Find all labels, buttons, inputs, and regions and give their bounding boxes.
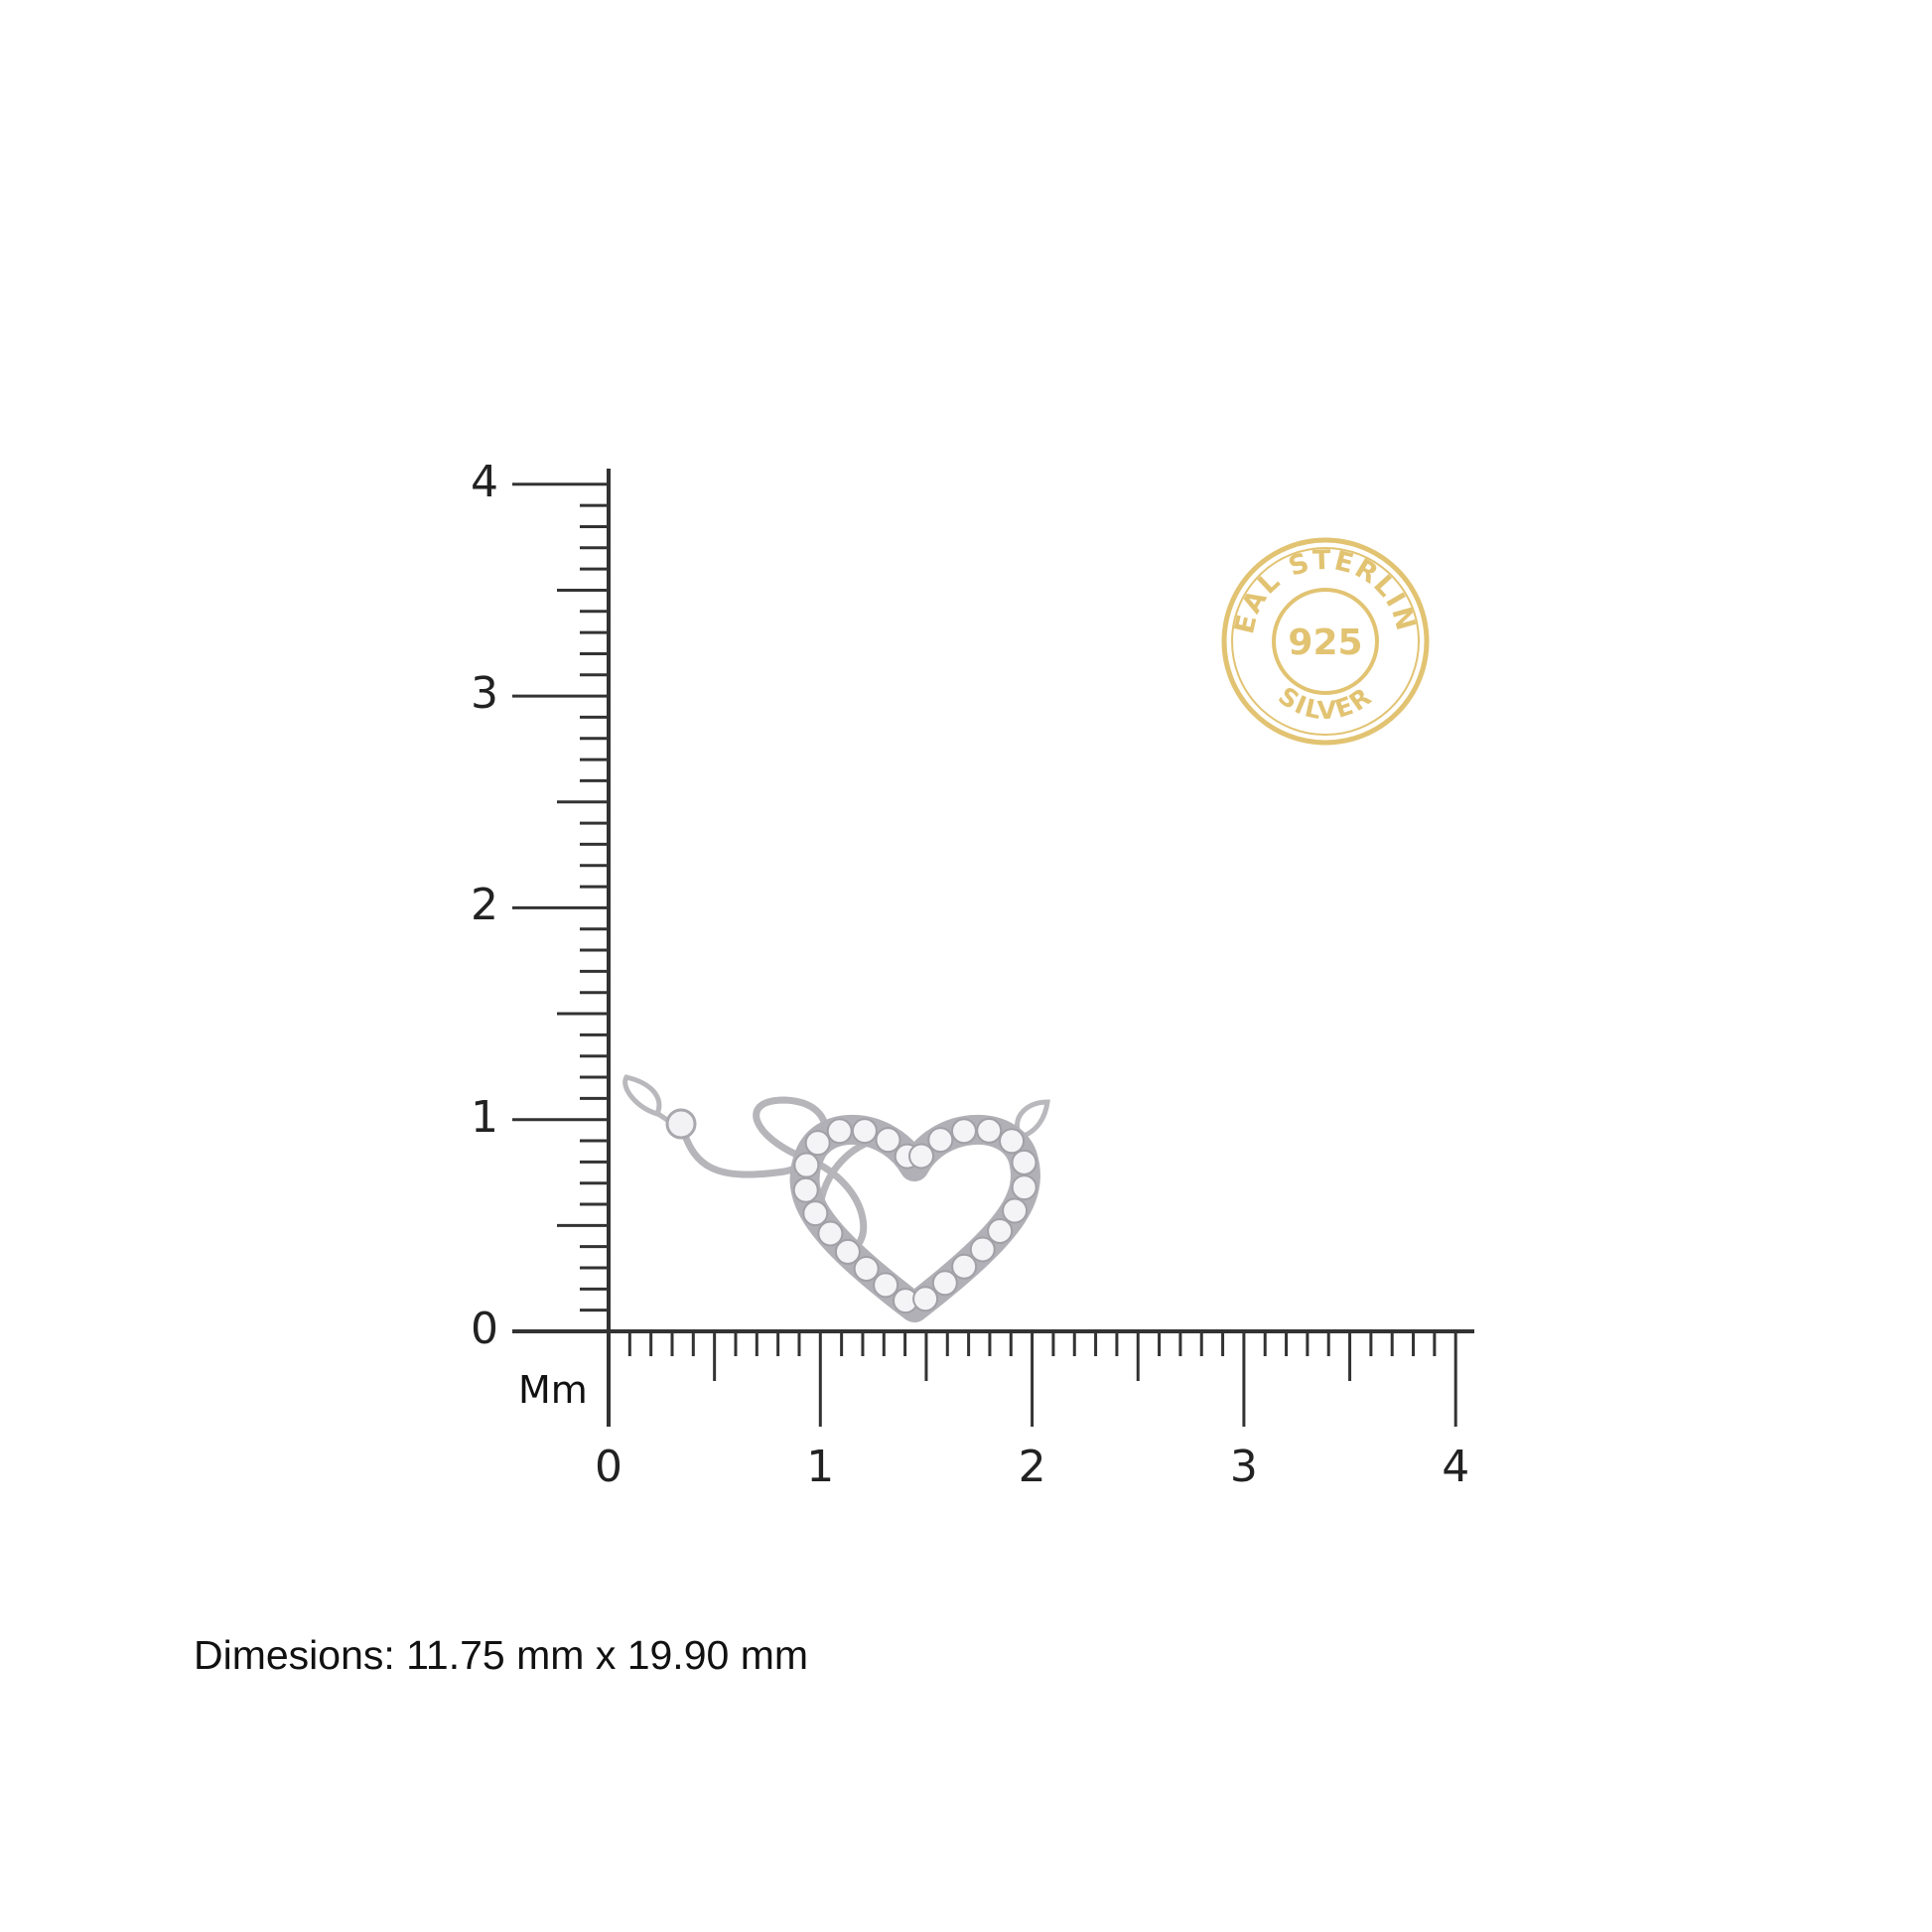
sterling-silver-badge: REAL STERLING 925 SILVER xyxy=(0,0,1430,746)
stone xyxy=(912,1286,939,1312)
x-tick-label: 1 xyxy=(806,1442,835,1492)
x-tick-label: 0 xyxy=(595,1442,622,1492)
badge-bottom-text: SILVER xyxy=(1273,681,1378,725)
stone xyxy=(999,1128,1026,1155)
stone xyxy=(851,1118,878,1145)
stone xyxy=(969,1236,996,1263)
solitaire-stone xyxy=(665,1108,697,1140)
stone xyxy=(950,1118,977,1145)
stone xyxy=(951,1253,978,1280)
stone xyxy=(1011,1174,1037,1201)
pendant-image xyxy=(622,1074,1050,1322)
stone xyxy=(927,1127,954,1154)
y-tick-label: 3 xyxy=(471,668,498,720)
stone xyxy=(1002,1197,1029,1224)
stone xyxy=(817,1220,844,1247)
stone xyxy=(1011,1149,1037,1175)
x-tick-label: 2 xyxy=(1018,1442,1046,1492)
stone xyxy=(792,1176,819,1203)
stone xyxy=(908,1143,935,1170)
stone xyxy=(875,1127,901,1154)
ruler-ticks xyxy=(512,469,1474,1427)
stone xyxy=(987,1217,1014,1244)
stone xyxy=(802,1200,829,1227)
heart-stones xyxy=(792,1117,1037,1314)
stone xyxy=(834,1238,861,1265)
y-tick-label: 2 xyxy=(471,880,498,931)
stone xyxy=(826,1118,853,1145)
x-tick-label: 4 xyxy=(1442,1442,1470,1492)
stone xyxy=(853,1256,880,1283)
stone xyxy=(804,1130,831,1157)
badge-top-text: REAL STERLING xyxy=(0,0,1422,636)
y-tick-label: 4 xyxy=(471,456,498,507)
stone xyxy=(793,1152,820,1178)
unit-label: Mm xyxy=(518,1368,588,1412)
dimensions-caption: Dimesions: 11.75 mm x 19.90 mm xyxy=(194,1632,809,1678)
stone xyxy=(873,1272,899,1299)
stone xyxy=(931,1270,958,1297)
stone xyxy=(976,1117,1003,1144)
badge-center-text: 925 xyxy=(1288,622,1362,663)
x-tick-label: 3 xyxy=(1229,1442,1258,1492)
left-hook xyxy=(622,1074,662,1118)
y-tick-label: 1 xyxy=(471,1091,498,1143)
y-tick-label: 0 xyxy=(471,1304,498,1354)
